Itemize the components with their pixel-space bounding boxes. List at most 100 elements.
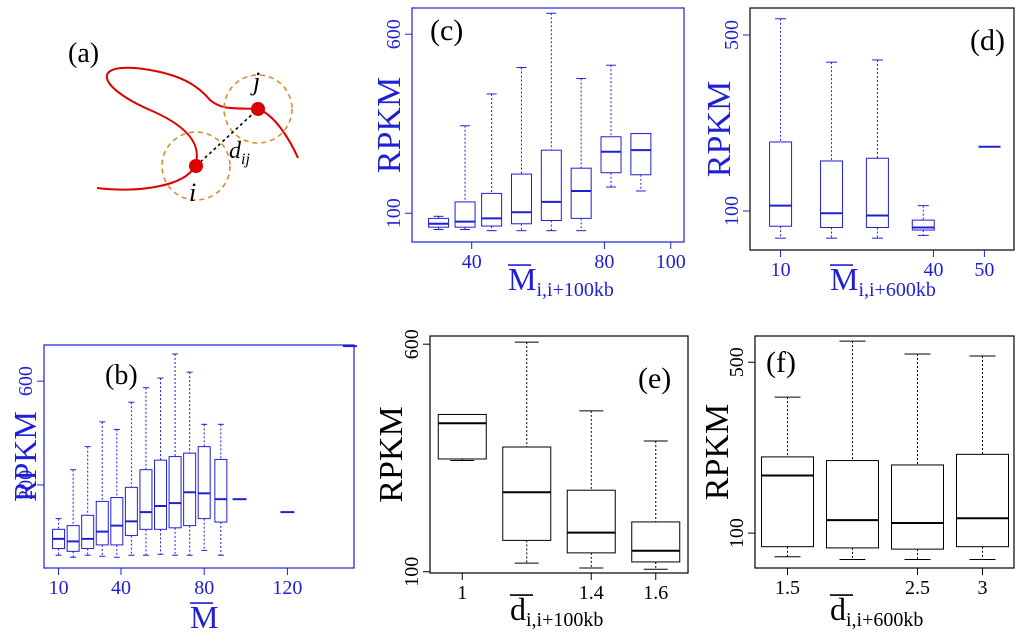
y-axis-label: RPKM xyxy=(699,404,736,500)
x-tick-label: 10 xyxy=(771,259,791,281)
box-iqr xyxy=(454,201,476,228)
box-element xyxy=(214,423,228,556)
x-tick-label: 50 xyxy=(974,259,994,281)
locus-i-neighborhood xyxy=(161,131,231,201)
panel-label: (b) xyxy=(105,360,138,391)
x-axis-label: Mi,i+600kb xyxy=(830,261,936,301)
plot-frame xyxy=(749,7,1015,251)
box-iqr xyxy=(911,219,935,231)
x-tick-label: 2.5 xyxy=(905,577,930,599)
box-iqr xyxy=(154,459,168,530)
x-axis-label-main: M xyxy=(190,599,218,635)
box-iqr xyxy=(197,446,211,520)
box-iqr xyxy=(66,525,80,552)
y-axis-label: RPKM xyxy=(373,406,410,502)
box-element xyxy=(911,205,935,236)
locus-j-label: j xyxy=(250,67,260,96)
box-element xyxy=(428,215,450,230)
box-iqr xyxy=(600,136,622,174)
box-element xyxy=(631,440,681,570)
box-element xyxy=(168,353,182,556)
y-tick-label: 600 xyxy=(383,19,405,49)
x-axis-label: di,i+600kb xyxy=(830,591,923,631)
x-tick-label: 120 xyxy=(272,577,302,599)
x-axis-label-sub: i,i+600kb xyxy=(858,279,935,301)
box-iqr xyxy=(95,500,109,546)
x-tick-label: 40 xyxy=(111,577,131,599)
x-tick-label: 40 xyxy=(462,251,482,273)
box-element xyxy=(570,78,592,232)
y-tick-label: 500 xyxy=(721,20,743,50)
box-iqr xyxy=(570,167,592,219)
box-iqr xyxy=(540,149,562,222)
plot-frame xyxy=(429,335,689,574)
x-tick-label: 1 xyxy=(457,582,467,604)
y-tick-label: 100 xyxy=(726,518,748,548)
x-tick-label: 1.4 xyxy=(579,582,604,604)
x-axis-label: di,i+100kb xyxy=(510,591,603,631)
locus-j-neighborhood xyxy=(223,74,293,144)
plot-frame xyxy=(754,335,1015,569)
y-tick-label: 500 xyxy=(726,347,748,377)
locus-i-point xyxy=(189,159,203,173)
box-element xyxy=(81,446,95,556)
box-iqr xyxy=(139,469,153,530)
box-iqr xyxy=(510,173,532,225)
y-tick-label: 100 xyxy=(721,196,743,226)
y-tick-label: 600 xyxy=(15,366,37,396)
panel-label: (e) xyxy=(638,362,671,395)
distance-line xyxy=(195,108,259,167)
box-element xyxy=(183,371,197,556)
x-axis-label: Mi,i+100kb xyxy=(508,261,614,301)
box-element xyxy=(865,59,889,239)
y-axis-label: RPKM xyxy=(371,77,408,173)
y-tick-label: 100 xyxy=(401,557,423,587)
panel-e-boxplot: (e) RPKM 100 600 1 1.4 1.6 di,i+100kb xyxy=(373,329,689,631)
x-axis-label: M xyxy=(190,599,218,635)
box-element xyxy=(52,518,66,556)
x-tick-label: 10 xyxy=(49,577,69,599)
box-iqr xyxy=(865,157,889,228)
box-iqr xyxy=(183,452,197,527)
box-iqr xyxy=(891,464,944,550)
box-iqr xyxy=(956,453,1009,548)
box-element xyxy=(891,353,944,561)
plot-frame xyxy=(43,344,355,569)
box-element xyxy=(956,355,1009,561)
box-element xyxy=(600,64,622,188)
y-tick-label: 200 xyxy=(15,470,37,500)
box-element xyxy=(95,421,109,557)
box-element xyxy=(826,340,879,561)
box-element xyxy=(510,67,532,232)
box-iqr xyxy=(630,133,652,176)
box-iqr xyxy=(81,514,95,550)
x-tick-label: 1.6 xyxy=(643,582,668,604)
x-axis-label-sub: i,i+100kb xyxy=(536,279,613,301)
box-iqr xyxy=(124,486,138,537)
box-iqr xyxy=(168,456,182,529)
distance-label: dij xyxy=(229,138,250,168)
x-axis-label-sub: i,i+600kb xyxy=(846,609,923,631)
y-tick-label: 600 xyxy=(401,329,423,359)
x-tick-label: 100 xyxy=(656,251,686,273)
panel-label: (f) xyxy=(766,346,796,379)
box-iqr xyxy=(437,413,487,460)
box-element xyxy=(761,396,814,558)
y-axis-label: RPKM xyxy=(7,411,43,502)
box-iqr xyxy=(769,141,793,227)
x-axis-label-sub: i,i+100kb xyxy=(526,609,603,631)
box-element xyxy=(454,125,476,230)
box-iqr xyxy=(214,458,228,523)
x-axis-label-main: d xyxy=(830,591,846,627)
box-element xyxy=(769,18,793,239)
box-element xyxy=(139,387,153,556)
plot-frame xyxy=(411,7,685,243)
y-axis-label: RPKM xyxy=(701,81,738,177)
x-tick-label: 80 xyxy=(594,251,614,273)
panel-a-diagram: (a) i j dij xyxy=(68,38,299,207)
x-axis-label-main: M xyxy=(508,261,536,297)
panel-c-boxplot: (c) RPKM 100 600 40 80 100 Mi,i+100kb xyxy=(371,7,686,301)
box-element xyxy=(66,469,80,558)
